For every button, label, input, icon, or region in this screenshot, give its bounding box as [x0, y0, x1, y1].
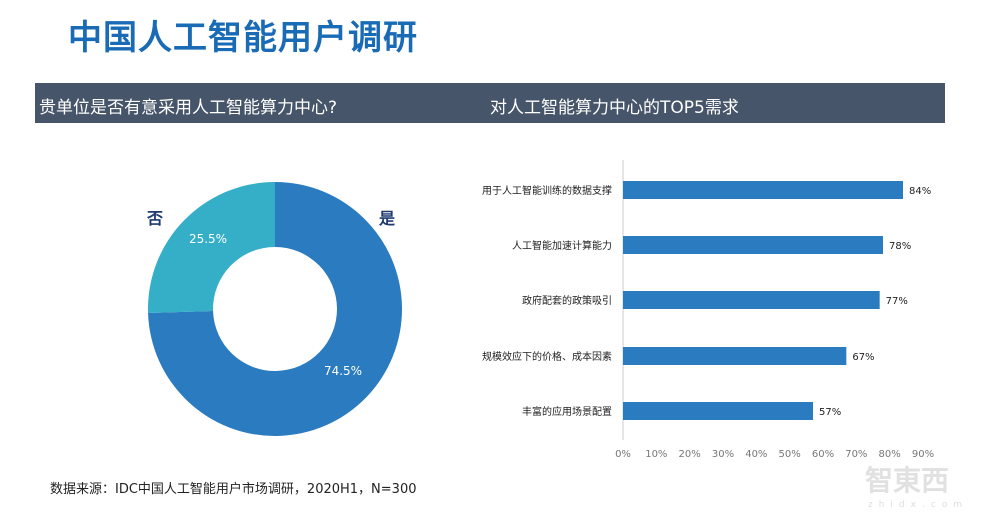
bar-value-label: 67% — [852, 352, 874, 363]
bar — [623, 402, 813, 420]
bar — [623, 236, 883, 254]
bar — [623, 347, 847, 365]
x-tick-label: 90% — [912, 449, 934, 460]
x-tick-label: 40% — [745, 449, 767, 460]
section-header-band: 贵单位是否有意采用人工智能算力中心? 对人工智能算力中心的TOP5需求 — [35, 83, 945, 123]
x-tick-label: 50% — [779, 449, 801, 460]
donut-question: 贵单位是否有意采用人工智能算力中心? — [39, 98, 338, 118]
x-tick-label: 20% — [679, 449, 701, 460]
x-tick-label: 60% — [812, 449, 834, 460]
watermark-url: zhidx.com — [868, 500, 969, 510]
donut-slice — [148, 182, 402, 436]
donut-slice — [148, 182, 275, 313]
slice-label: 74.5% — [324, 364, 362, 378]
category-label: 规模效应下的价格、成本因素 — [482, 350, 612, 363]
x-tick-label: 0% — [615, 449, 631, 460]
data-source: 数据来源：IDC中国人工智能用户市场调研，2020H1，N=300 — [50, 482, 417, 497]
watermark-logo: 智東西 — [865, 464, 950, 497]
slice-category: 是 — [378, 209, 395, 228]
bar-value-label: 78% — [889, 241, 911, 252]
bar-value-label: 77% — [886, 296, 908, 307]
page-title: 中国人工智能用户调研 — [68, 18, 418, 58]
category-label: 人工智能加速计算能力 — [512, 239, 612, 252]
category-label: 用于人工智能训练的数据支撑 — [482, 184, 612, 197]
bar — [623, 181, 903, 199]
slice-label: 25.5% — [189, 232, 227, 246]
x-tick-label: 80% — [879, 449, 901, 460]
slice-category: 否 — [146, 209, 163, 228]
bar-value-label: 57% — [819, 407, 841, 418]
x-tick-label: 10% — [645, 449, 667, 460]
bar-value-label: 84% — [909, 186, 931, 197]
category-label: 丰富的应用场景配置 — [522, 405, 612, 418]
category-label: 政府配套的政策吸引 — [522, 294, 612, 307]
x-tick-label: 30% — [712, 449, 734, 460]
x-tick-label: 70% — [845, 449, 867, 460]
bar-chart-heading: 对人工智能算力中心的TOP5需求 — [490, 98, 739, 118]
bar — [623, 291, 880, 309]
